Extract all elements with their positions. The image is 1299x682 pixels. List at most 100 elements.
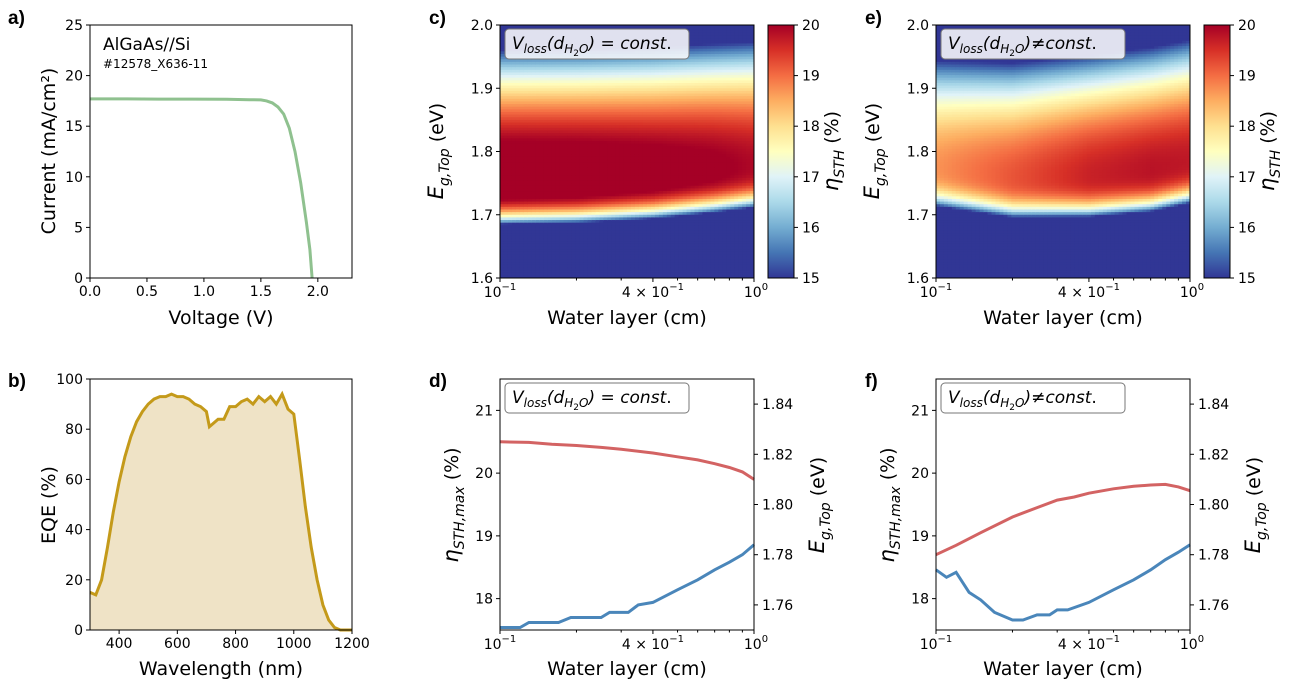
heatmap-cell [599, 135, 604, 139]
heatmap-cell [579, 164, 584, 168]
heatmap-cell [539, 80, 545, 84]
heatmap-cell [500, 114, 505, 118]
heatmap-cell [579, 80, 584, 84]
heatmap-cell [638, 206, 644, 211]
heatmap-cell [615, 164, 620, 168]
heatmap-cell [519, 59, 525, 63]
heatmap-cell [500, 111, 505, 116]
heatmap-cell [686, 214, 692, 218]
heatmap-cell [686, 267, 692, 271]
heatmap-cell [559, 180, 565, 184]
heatmap-cell [682, 85, 688, 89]
heatmap-cell [634, 125, 640, 129]
heatmap-cell [511, 125, 517, 129]
heatmap-cell [690, 135, 696, 139]
heatmap-cell [682, 241, 688, 245]
heatmap-cell [662, 185, 668, 189]
heatmap-cell [523, 133, 529, 137]
heatmap-cell [571, 262, 577, 266]
heatmap-cell [654, 85, 660, 89]
heatmap-cell [527, 133, 533, 137]
heatmap-cell [567, 143, 573, 147]
heatmap-cell [515, 217, 521, 221]
heatmap-cell [519, 169, 525, 174]
heatmap-cell [543, 167, 549, 171]
heatmap-cell [623, 96, 628, 100]
heatmap-cell [619, 225, 624, 229]
heatmap-cell [603, 233, 608, 237]
heatmap-cell [674, 90, 680, 95]
heatmap-cell [650, 243, 656, 247]
heatmap-cell [642, 25, 648, 29]
heatmap-cell [619, 243, 624, 247]
heatmap-cell [567, 188, 573, 192]
heatmap-cell [654, 222, 660, 226]
heatmap-cell [654, 119, 660, 124]
heatmap-cell [611, 220, 616, 224]
heatmap-cell [627, 59, 632, 63]
heatmap-cell [634, 196, 640, 200]
heatmap-cell [642, 230, 648, 234]
heatmap-cell [678, 75, 684, 79]
heatmap-cell [702, 130, 707, 134]
heatmap-cell [571, 104, 577, 108]
heatmap-cell [567, 264, 573, 269]
heatmap-cell [658, 172, 664, 176]
heatmap-cell [519, 90, 525, 95]
heatmap-cell [523, 164, 529, 168]
heatmap-cell [547, 185, 553, 189]
heatmap-cell [634, 159, 640, 163]
heatmap-cell [686, 109, 692, 113]
heatmap-cell [515, 222, 521, 226]
heatmap-cell [615, 111, 620, 116]
heatmap-cell [682, 198, 688, 203]
heatmap-cell [543, 222, 549, 226]
heatmap-cell [527, 59, 533, 63]
heatmap-cell [698, 238, 704, 242]
heatmap-cell [515, 64, 521, 68]
heatmap-cell [650, 151, 656, 155]
heatmap-cell [603, 96, 608, 100]
heatmap-cell [702, 109, 707, 113]
heatmap-cell [551, 67, 557, 71]
heatmap-cell [591, 212, 596, 216]
heatmap-cell [563, 167, 569, 171]
heatmap-cell [674, 183, 680, 187]
heatmap-cell [702, 122, 707, 126]
heatmap-cell [686, 67, 692, 71]
heatmap-cell [623, 111, 628, 116]
heatmap-cell [551, 93, 557, 97]
heatmap-cell [507, 117, 513, 121]
heatmap-cell [543, 233, 549, 237]
heatmap-cell [638, 119, 644, 124]
heatmap-cell [579, 85, 584, 89]
heatmap-cell [523, 135, 529, 139]
heatmap-cell [511, 96, 517, 100]
heatmap-cell [627, 133, 632, 137]
heatmap-cell [674, 151, 680, 155]
heatmap-cell [539, 201, 545, 205]
heatmap-cell [678, 117, 684, 121]
heatmap-cell [670, 243, 676, 247]
heatmap-cell [654, 267, 660, 271]
heatmap-cell [539, 127, 545, 132]
heatmap-cell [515, 175, 521, 179]
heatmap-cell [646, 254, 652, 258]
heatmap-cell [678, 135, 684, 139]
heatmap-cell [507, 156, 513, 161]
heatmap-cell [555, 93, 561, 97]
heatmap-cell [559, 125, 565, 129]
heatmap-cell [599, 138, 604, 142]
heatmap-cell [627, 90, 632, 95]
heatmap-cell [634, 72, 640, 76]
heatmap-cell [599, 212, 604, 216]
heatmap-cell [555, 164, 561, 168]
heatmap-cell [662, 204, 668, 208]
heatmap-cell [646, 233, 652, 237]
heatmap-cell [638, 201, 644, 205]
heatmap-cell [511, 198, 517, 203]
heatmap-cell [551, 151, 557, 155]
heatmap-cell [666, 212, 672, 216]
heatmap-cell [662, 233, 668, 237]
heatmap-cell [611, 235, 616, 240]
